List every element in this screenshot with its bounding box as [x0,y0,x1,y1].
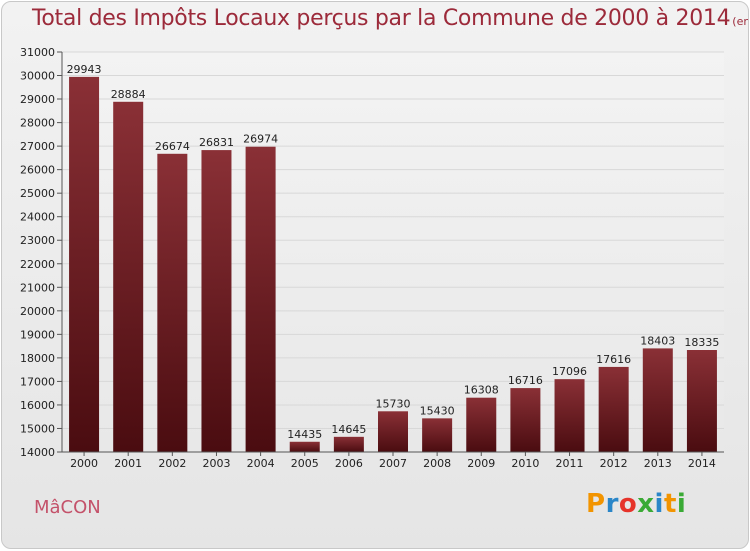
x-tick-label: 2012 [600,457,628,470]
logo-letter: x [637,489,655,519]
x-tick-label: 2008 [423,457,451,470]
bar-value-label: 17096 [552,365,587,378]
bar [333,436,364,452]
x-tick-label: 2001 [114,457,142,470]
x-tick-label: 2010 [511,457,539,470]
bar-value-label: 15430 [420,404,455,417]
bar [422,418,453,452]
y-tick-label: 25000 [20,187,55,200]
bar [510,388,541,452]
x-tick-label: 2013 [644,457,672,470]
bar-value-label: 16308 [464,384,499,397]
y-tick-label: 16000 [20,399,55,412]
bar-value-label: 15730 [376,397,411,410]
bar-value-label: 26974 [243,133,278,146]
y-tick-label: 29000 [20,93,55,106]
logo-letter: i [676,489,687,519]
bar [686,350,717,452]
logo-letter: i [654,489,664,519]
bar [598,366,629,452]
x-tick-label: 2005 [291,457,319,470]
y-tick-label: 22000 [20,258,55,271]
bar-value-label: 18403 [640,334,675,347]
bar-value-label: 26831 [199,136,234,149]
bar [642,348,673,452]
y-tick-label: 21000 [20,281,55,294]
bar [289,441,320,452]
y-tick-label: 17000 [20,375,55,388]
y-tick-label: 31000 [20,46,55,59]
bar [113,101,144,452]
x-tick-label: 2007 [379,457,407,470]
bar-value-label: 28884 [111,88,146,101]
y-tick-label: 30000 [20,70,55,83]
proxiti-logo: Proxiti [586,489,686,519]
x-tick-label: 2002 [158,457,186,470]
y-tick-label: 27000 [20,140,55,153]
y-tick-label: 15000 [20,422,55,435]
x-tick-label: 2000 [70,457,98,470]
bar [466,397,497,452]
title-unit: (en milliers d'€) [732,15,749,28]
y-tick-label: 14000 [20,446,55,459]
y-tick-label: 18000 [20,352,55,365]
x-tick-label: 2009 [467,457,495,470]
bar [245,146,276,452]
chart-title: Total des Impôts Locaux perçus par la Co… [32,6,749,31]
logo-letter: P [586,489,606,519]
bar [554,379,585,452]
title-text: Total des Impôts Locaux perçus par la Co… [32,6,731,31]
logo-letter: r [605,489,619,519]
x-tick-label: 2014 [688,457,716,470]
bar-value-label: 29943 [67,63,102,76]
x-tick-label: 2003 [202,457,230,470]
y-tick-label: 26000 [20,164,55,177]
bar-value-label: 14645 [331,423,366,436]
x-tick-label: 2006 [335,457,363,470]
y-tick-label: 23000 [20,234,55,247]
y-tick-label: 19000 [20,328,55,341]
bar [157,153,188,452]
bar [69,76,100,452]
bar [201,150,232,452]
bar-value-label: 18335 [684,336,719,349]
logo-letter: o [618,489,638,519]
x-tick-label: 2011 [556,457,584,470]
bar-value-label: 16716 [508,374,543,387]
bar-value-label: 26674 [155,140,190,153]
y-tick-label: 24000 [20,211,55,224]
x-tick-label: 2004 [247,457,275,470]
bar [378,411,408,452]
logo-letter: t [663,489,677,519]
y-tick-label: 28000 [20,117,55,130]
town-name: MâCON [34,497,101,518]
y-tick-label: 20000 [20,305,55,318]
bar-value-label: 14435 [287,428,322,441]
bar-value-label: 17616 [596,353,631,366]
